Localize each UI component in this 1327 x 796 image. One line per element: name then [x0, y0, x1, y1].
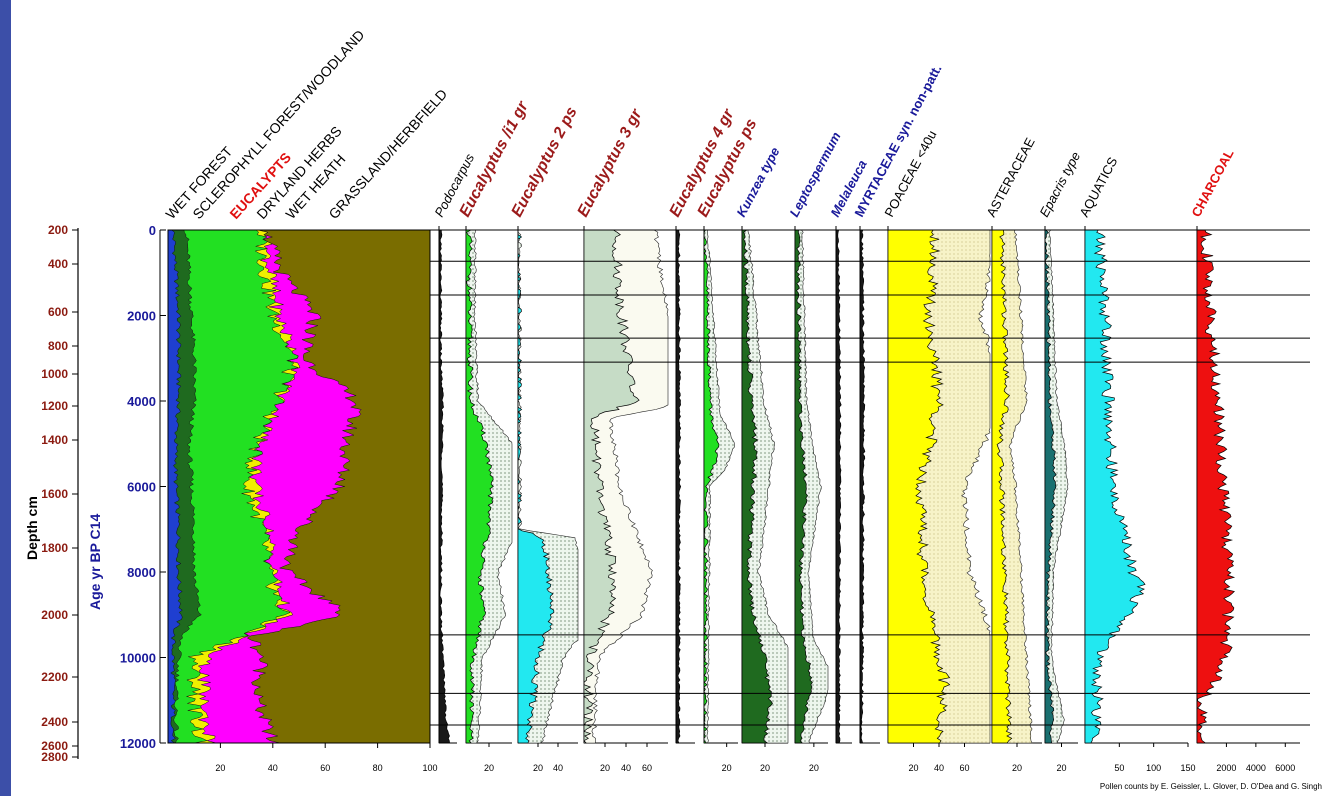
taxon-x-tick-label: 40 — [553, 763, 563, 773]
depth-tick-label: 1000 — [41, 367, 68, 381]
depth-tick-label: 1600 — [41, 487, 68, 501]
taxon-curve-area — [465, 229, 494, 744]
taxon-curve-area — [517, 230, 555, 744]
age-tick-label: 2000 — [127, 309, 156, 324]
summary-series-title: GRASSLAND/HERBFIELD — [325, 86, 450, 222]
taxon-curve-area — [583, 229, 640, 744]
age-tick-label: 12000 — [120, 736, 156, 751]
summary-x-tick-label: 100 — [422, 763, 437, 773]
depth-tick-label: 800 — [48, 339, 68, 353]
taxon-x-tick-label: 20 — [760, 763, 770, 773]
summary-x-tick-label: 20 — [215, 763, 225, 773]
taxon-x-tick-label: 100 — [1146, 763, 1161, 773]
taxon-curve-area — [703, 229, 720, 744]
taxon-x-tick-label: 6000 — [1275, 763, 1295, 773]
taxon-x-tick-label: 20 — [809, 763, 819, 773]
age-axis-title: Age yr BP C14 — [87, 514, 103, 610]
depth-tick-label: 1400 — [41, 433, 68, 447]
taxon-x-tick-label: 60 — [959, 763, 969, 773]
taxon-curve-area — [991, 229, 1013, 744]
depth-tick-label: 2400 — [41, 715, 68, 729]
summary-wet-forest-area — [167, 229, 183, 744]
taxon-x-tick-label: 2000 — [1216, 763, 1236, 773]
depth-tick-label: 2600 — [41, 739, 68, 753]
taxon-x-tick-label: 20 — [600, 763, 610, 773]
summary-x-tick-label: 80 — [373, 763, 383, 773]
depth-tick-label: 1800 — [41, 541, 68, 555]
depth-axis-title: Depth cm — [24, 496, 40, 560]
depth-tick-label: 600 — [48, 305, 68, 319]
age-tick-label: 4000 — [127, 394, 156, 409]
taxon-title: CHARCOAL — [1188, 147, 1236, 220]
taxon-exaggeration-area — [741, 229, 789, 744]
age-tick-label: 8000 — [127, 565, 156, 580]
summary-x-tick-label: 40 — [268, 763, 278, 773]
taxon-x-tick-label: 4000 — [1246, 763, 1266, 773]
taxon-curve-area — [741, 229, 773, 744]
taxon-exaggeration-area — [703, 229, 735, 744]
taxon-curve-area — [438, 229, 450, 744]
taxon-x-tick-label: 20 — [533, 763, 543, 773]
summary-x-tick-label: 60 — [320, 763, 330, 773]
depth-tick-label: 200 — [48, 223, 68, 237]
taxon-curve-area — [835, 229, 842, 744]
taxon-exaggeration-area — [1044, 229, 1069, 744]
taxon-x-tick-label: 60 — [642, 763, 652, 773]
taxon-x-tick-label: 40 — [934, 763, 944, 773]
taxon-title: AQUATICS — [1076, 154, 1120, 219]
taxon-x-tick-label: 20 — [484, 763, 494, 773]
taxon-x-tick-label: 150 — [1180, 763, 1195, 773]
summary-panel-frame — [167, 229, 431, 744]
credit-text: Pollen counts by E. Geissler, L. Glover,… — [1100, 782, 1322, 791]
taxon-curve-area — [675, 229, 682, 744]
age-tick-label: 6000 — [127, 480, 156, 495]
taxon-curve-area — [887, 229, 951, 744]
taxon-curve-area — [859, 229, 866, 744]
age-tick-label: 10000 — [120, 651, 156, 666]
taxon-curve-area — [1196, 229, 1236, 744]
taxon-curve-area — [1044, 229, 1057, 744]
taxon-curve-area — [794, 229, 813, 744]
depth-tick-label: 1200 — [41, 399, 68, 413]
depth-tick-label: 400 — [48, 257, 68, 271]
taxon-x-tick-label: 50 — [1114, 763, 1124, 773]
taxon-x-tick-label: 20 — [1056, 763, 1066, 773]
taxon-title: Epacris type — [1036, 149, 1083, 219]
taxon-x-tick-label: 20 — [1012, 763, 1022, 773]
taxon-curve-area — [1084, 229, 1146, 744]
depth-tick-label: 2000 — [41, 608, 68, 622]
taxon-x-tick-label: 20 — [722, 763, 732, 773]
taxon-x-tick-label: 20 — [908, 763, 918, 773]
taxon-title: ASTERACEAE — [983, 135, 1037, 220]
taxon-title: Eucalyptus 3 gr — [575, 106, 646, 220]
age-tick-label: 0 — [149, 223, 156, 238]
depth-tick-label: 2800 — [41, 750, 68, 764]
left-accent-bar — [0, 0, 11, 796]
taxon-x-tick-label: 40 — [621, 763, 631, 773]
depth-tick-label: 2200 — [41, 670, 68, 684]
